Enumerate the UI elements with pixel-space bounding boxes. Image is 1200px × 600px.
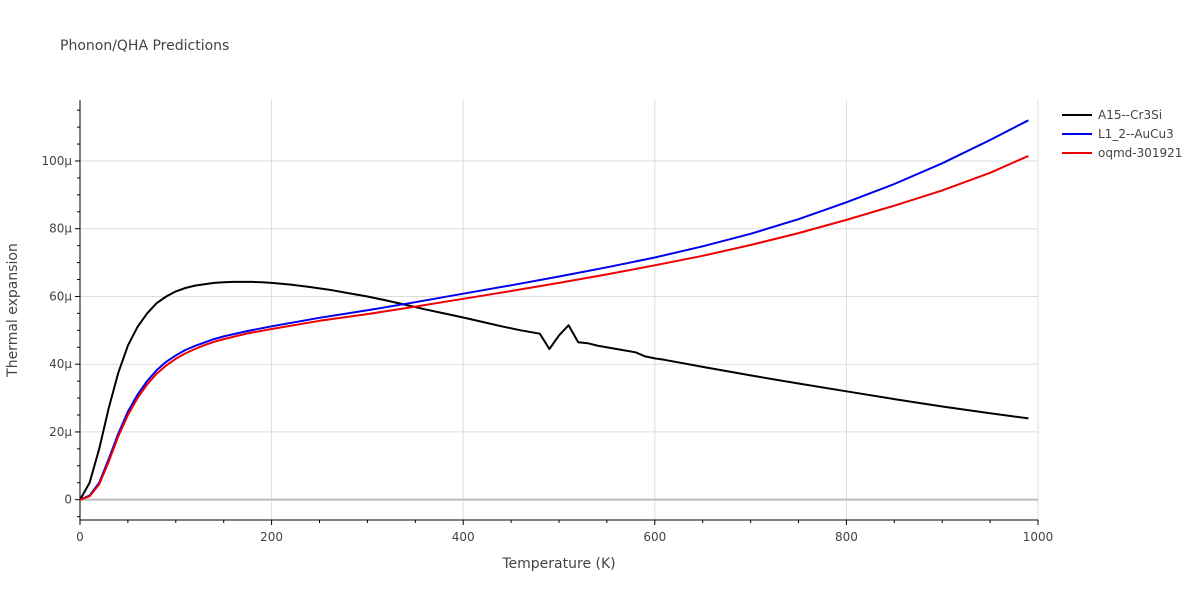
series-lines (79, 119, 1029, 501)
legend-label: A15--Cr3Si (1098, 108, 1162, 122)
x-tick-label: 800 (835, 530, 858, 544)
x-tick-label: 200 (260, 530, 283, 544)
y-tick-label: 80μ (49, 222, 72, 236)
axes (75, 100, 1039, 525)
y-tick-label: 0 (64, 493, 72, 507)
y-tick-labels: 0 20μ 40μ 60μ 80μ 100μ (41, 154, 72, 507)
series-line-a15-cr3si (79, 280, 1029, 501)
x-tick-label: 400 (452, 530, 475, 544)
legend: A15--Cr3Si L1_2--AuCu3 oqmd-301921 (1062, 108, 1182, 160)
y-tick-label: 40μ (49, 357, 72, 371)
x-axis-title: Temperature (K) (501, 556, 615, 572)
x-tick-label: 600 (643, 530, 666, 544)
legend-label: L1_2--AuCu3 (1098, 127, 1174, 141)
legend-label: oqmd-301921 (1098, 146, 1182, 160)
chart-title: Phonon/QHA Predictions (60, 38, 229, 54)
grid (80, 100, 1039, 520)
x-tick-labels: 0 200 400 600 800 1000 (76, 530, 1053, 544)
y-axis-title: Thermal expansion (5, 243, 21, 378)
series-line-l1-2-aucu3 (79, 119, 1029, 501)
y-tick-label: 20μ (49, 425, 72, 439)
series-line-oqmd-301921 (79, 154, 1029, 501)
x-tick-label: 0 (76, 530, 84, 544)
y-tick-label: 100μ (41, 154, 72, 168)
x-tick-label: 1000 (1023, 530, 1054, 544)
y-tick-label: 60μ (49, 289, 72, 303)
